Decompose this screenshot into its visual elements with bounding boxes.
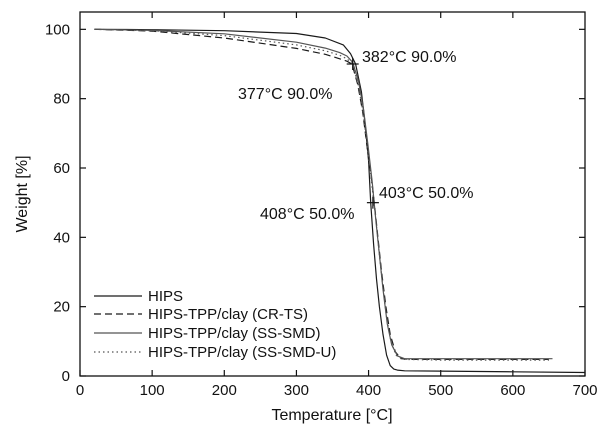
annotation-377: 377°C 90.0% (238, 86, 332, 103)
x-tick-label: 200 (212, 382, 237, 399)
x-tick-label: 500 (428, 382, 453, 399)
x-tick-label: 600 (500, 382, 525, 399)
legend-label-ss-smd: HIPS-TPP/clay (SS-SMD) (148, 325, 321, 342)
legend: HIPS HIPS-TPP/clay (CR-TS) HIPS-TPP/clay… (94, 288, 336, 361)
y-tick-label: 60 (53, 160, 70, 177)
y-tick-label: 100 (45, 21, 70, 38)
x-tick-label: 100 (140, 382, 165, 399)
y-tick-label: 20 (53, 299, 70, 316)
marker-group (346, 58, 379, 209)
annotation-382: 382°C 90.0% (362, 49, 456, 66)
annotation-408: 408°C 50.0% (260, 206, 354, 223)
axis-ticks: 0 100 200 300 400 500 600 700 0 20 40 60 80 100 (45, 12, 598, 399)
annotation-403: 403°C 50.0% (379, 185, 473, 202)
y-axis-title: Weight [%] (14, 155, 31, 232)
x-tick-label: 400 (356, 382, 381, 399)
x-axis-title: Temperature [°C] (271, 407, 392, 424)
series-line-0 (94, 28, 586, 374)
plot-frame (79, 11, 586, 377)
y-tick-label: 0 (62, 368, 70, 385)
legend-label-hips: HIPS (148, 288, 183, 305)
y-tick-label: 80 (53, 91, 70, 108)
x-tick-label: 300 (284, 382, 309, 399)
y-tick-label: 40 (53, 229, 70, 246)
legend-label-ss-smd-u: HIPS-TPP/clay (SS-SMD-U) (148, 344, 336, 361)
x-tick-label: 700 (572, 382, 597, 399)
series-group (94, 28, 586, 374)
series-line-2 (94, 28, 553, 360)
x-tick-label: 0 (76, 382, 84, 399)
legend-label-cr-ts: HIPS-TPP/clay (CR-TS) (148, 306, 308, 323)
